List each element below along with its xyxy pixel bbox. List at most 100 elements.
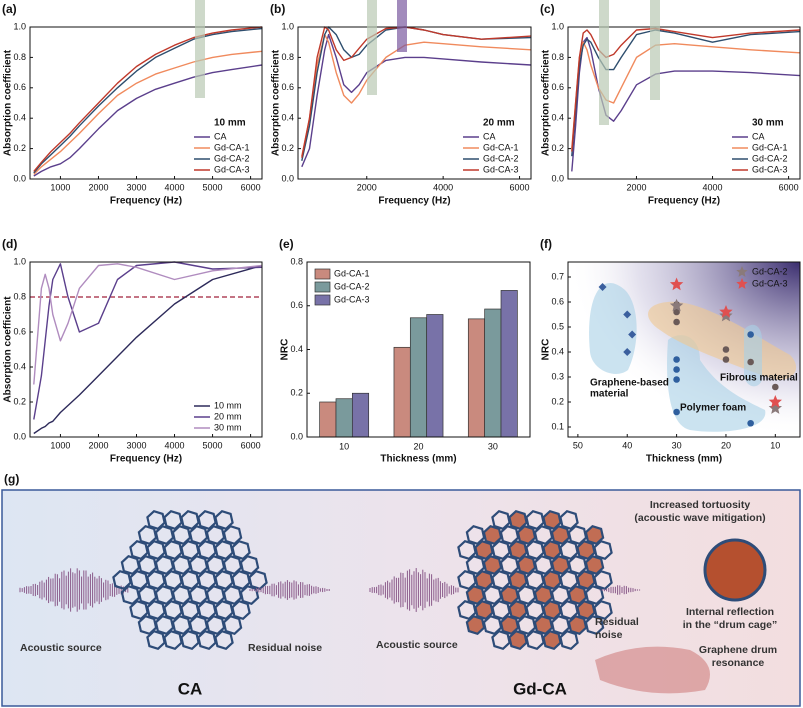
label: noise bbox=[595, 629, 623, 641]
cell bbox=[163, 539, 183, 561]
cell bbox=[163, 509, 183, 531]
legend-label: CA bbox=[752, 131, 765, 141]
plot-frame bbox=[306, 261, 531, 438]
cell bbox=[533, 584, 554, 606]
y-tick-label: 0.4 bbox=[290, 344, 303, 354]
cell bbox=[465, 614, 486, 636]
y-tick-label: 0.0 bbox=[290, 431, 303, 441]
cell bbox=[197, 509, 217, 531]
y-tick-label: 0.7 bbox=[551, 271, 564, 281]
legend-label: Gd-CA-3 bbox=[214, 164, 250, 174]
legend-swatch bbox=[736, 266, 748, 277]
cell bbox=[474, 539, 494, 561]
point bbox=[747, 419, 754, 427]
y-axis-label: NRC bbox=[541, 339, 552, 361]
x-tick-label: 30 bbox=[672, 440, 682, 450]
panel-label: (d) bbox=[2, 237, 17, 251]
series-line bbox=[33, 26, 263, 172]
cell bbox=[197, 599, 217, 621]
legend-label: Gd-CA-2 bbox=[214, 153, 250, 163]
legend-swatch bbox=[736, 278, 748, 289]
cell bbox=[188, 554, 209, 576]
x-tick-label: 6000 bbox=[779, 182, 799, 192]
x-axis-label: Frequency (Hz) bbox=[110, 196, 182, 207]
point bbox=[673, 376, 680, 383]
cell bbox=[584, 524, 605, 546]
cell bbox=[491, 629, 511, 651]
legend-label: Gd-CA-2 bbox=[483, 153, 519, 163]
cell bbox=[576, 599, 596, 621]
cell bbox=[525, 569, 545, 591]
x-tick-label: 4000 bbox=[165, 440, 185, 450]
cell bbox=[508, 599, 528, 621]
arrow bbox=[599, 0, 609, 125]
legend-label: 30 mm bbox=[214, 422, 242, 432]
y-tick-label: 0.8 bbox=[290, 256, 303, 266]
x-tick-label: 30 bbox=[488, 441, 498, 451]
cell bbox=[154, 554, 175, 576]
cell bbox=[533, 524, 554, 546]
y-tick-label: 0.2 bbox=[281, 143, 294, 153]
cell bbox=[214, 539, 234, 561]
cell bbox=[542, 629, 562, 651]
cell bbox=[559, 509, 579, 531]
legend-label: Gd-CA-3 bbox=[334, 294, 370, 304]
legend-label: Gd-CA-2 bbox=[752, 266, 788, 276]
y-tick-label: 0.2 bbox=[13, 396, 26, 406]
label: Graphene drum bbox=[699, 644, 777, 656]
annotation: 10 mm bbox=[214, 118, 246, 129]
cell bbox=[214, 569, 234, 591]
cell bbox=[214, 629, 234, 651]
cell bbox=[465, 524, 486, 546]
point bbox=[669, 277, 684, 291]
y-tick-label: 0.6 bbox=[290, 300, 303, 310]
x-tick-label: 40 bbox=[622, 440, 632, 450]
legend-label: Gd-CA-1 bbox=[483, 142, 519, 152]
cell bbox=[180, 629, 200, 651]
cell bbox=[550, 614, 571, 636]
cell bbox=[508, 569, 528, 591]
y-axis-label: Absorption coefficient bbox=[3, 296, 14, 403]
series-line bbox=[571, 41, 801, 149]
cell bbox=[525, 629, 545, 651]
legend-label: Gd-CA-2 bbox=[334, 281, 370, 291]
y-tick-label: 1.0 bbox=[281, 21, 294, 31]
cell bbox=[584, 554, 605, 576]
region-label: Graphene-based bbox=[590, 378, 669, 389]
cell bbox=[457, 539, 477, 561]
x-tick-label: 1000 bbox=[50, 440, 70, 450]
cell bbox=[197, 569, 217, 591]
plot-frame bbox=[567, 261, 801, 438]
series-line bbox=[33, 64, 263, 177]
y-axis-label: NRC bbox=[280, 339, 291, 361]
cell bbox=[482, 584, 503, 606]
y-axis-label: Absorption coefficient bbox=[271, 49, 282, 156]
panel-label: (c) bbox=[540, 2, 555, 16]
cell bbox=[129, 539, 149, 561]
legend-label: Gd-CA-3 bbox=[483, 164, 519, 174]
cell bbox=[146, 569, 166, 591]
y-tick-label: 0.3 bbox=[551, 371, 564, 381]
cell bbox=[205, 584, 226, 606]
network bbox=[457, 509, 613, 651]
bar bbox=[335, 398, 353, 438]
y-tick-label: 0.6 bbox=[551, 82, 564, 92]
label: Increased tortuosity bbox=[650, 499, 751, 511]
y-tick-label: 0.6 bbox=[281, 82, 294, 92]
cell bbox=[567, 524, 588, 546]
point bbox=[669, 298, 684, 312]
legend-label: Gd-CA-3 bbox=[752, 164, 788, 174]
x-tick-label: 4000 bbox=[703, 182, 723, 192]
cell bbox=[214, 599, 234, 621]
cell bbox=[491, 539, 511, 561]
cell bbox=[222, 584, 243, 606]
y-tick-label: 0.6 bbox=[13, 326, 26, 336]
cell bbox=[197, 629, 217, 651]
point bbox=[673, 408, 680, 416]
cell bbox=[188, 614, 209, 636]
cell bbox=[120, 554, 141, 576]
y-tick-label: 0.8 bbox=[551, 52, 564, 62]
legend-label: Gd-CA-1 bbox=[334, 268, 370, 278]
cell bbox=[584, 614, 605, 636]
legend-swatch bbox=[314, 294, 331, 306]
